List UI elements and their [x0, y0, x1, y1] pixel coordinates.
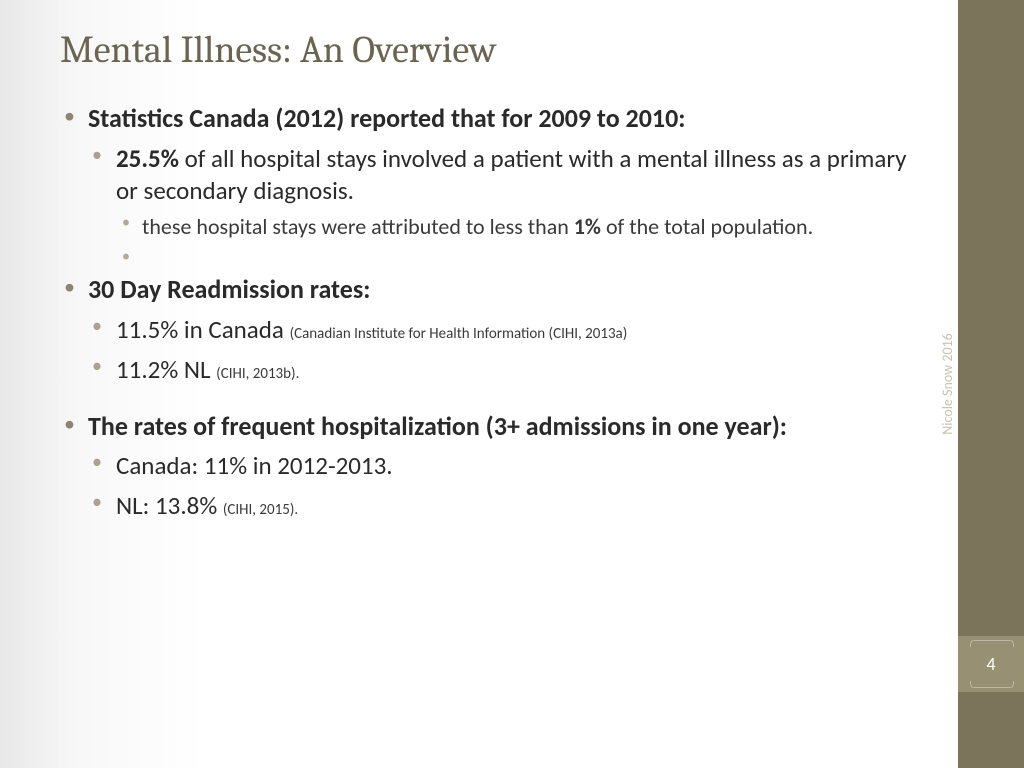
text: Statistics Canada (2012) reported that f… — [88, 102, 685, 134]
text-pre: these hospital stays were attributed to … — [142, 213, 574, 240]
bullet-canada-freq: Canada: 11% in 2012-2013. — [88, 450, 908, 482]
citation: (CIHI, 2013b). — [216, 365, 299, 383]
spacer — [60, 394, 908, 410]
text: 11.2% NL — [116, 354, 216, 385]
bullet-canada-rate: 11.5% in Canada (Canadian Institute for … — [88, 314, 908, 346]
bullet-stats-canada: Statistics Canada (2012) reported that f… — [60, 102, 908, 265]
bullet-population: these hospital stays were attributed to … — [116, 213, 908, 242]
bullet-list-2: The rates of frequent hospitalization (3… — [60, 410, 908, 523]
text: NL: 13.8% — [116, 490, 223, 521]
bullet-frequent-hosp: The rates of frequent hospitalization (3… — [60, 410, 908, 523]
page-number-box: 4 — [958, 636, 1024, 692]
text-post: of the total population. — [601, 213, 813, 240]
bullet-readmission: 30 Day Readmission rates: 11.5% in Canad… — [60, 273, 908, 386]
citation: (CIHI, 2015). — [223, 501, 298, 519]
citation: (Canadian Institute for Health Informati… — [290, 325, 628, 343]
author-credit: Nicole Snow 2016 — [939, 333, 956, 434]
text-bold: 25.5% — [116, 143, 179, 174]
slide-title: Mental Illness: An Overview — [60, 28, 908, 72]
text: 30 Day Readmission rates: — [88, 273, 370, 305]
bullet-empty — [116, 247, 908, 265]
slide-body: Mental Illness: An Overview Statistics C… — [0, 0, 958, 768]
bullet-list: Statistics Canada (2012) reported that f… — [60, 102, 908, 386]
bullet-nl-freq: NL: 13.8% (CIHI, 2015). — [88, 490, 908, 522]
bullet-hospital-stays: 25.5% of all hospital stays involved a p… — [88, 143, 908, 266]
text-bold: 1% — [574, 213, 601, 240]
text: Canada: 11% in 2012-2013. — [116, 450, 393, 481]
text: of all hospital stays involved a patient… — [116, 143, 907, 206]
sidebar-accent: Nicole Snow 2016 4 — [958, 0, 1024, 768]
text: 11.5% in Canada — [116, 314, 290, 345]
page-number: 4 — [986, 653, 995, 675]
bullet-nl-rate: 11.2% NL (CIHI, 2013b). — [88, 354, 908, 386]
text: The rates of frequent hospitalization (3… — [88, 410, 787, 442]
